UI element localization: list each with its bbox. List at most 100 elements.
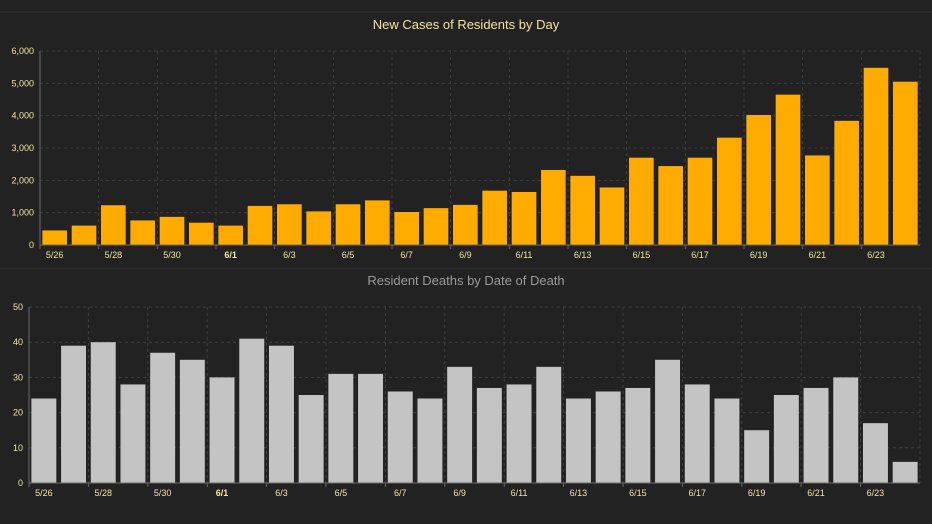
x-tick-label: 6/17 (688, 488, 706, 498)
y-tick-label: 5,000 (11, 78, 34, 88)
x-tick-label: 6/13 (570, 488, 588, 498)
bar-6-7 (387, 391, 413, 483)
bar-6-1 (209, 377, 235, 483)
bar-6-17 (684, 384, 710, 483)
x-tick-label: 6/21 (807, 488, 825, 498)
bar-5-26 (42, 230, 67, 245)
bar-6-24 (892, 461, 918, 483)
x-tick-label: 6/21 (809, 250, 827, 260)
bar-6-23 (863, 67, 889, 246)
x-tick-label: 6/5 (342, 250, 355, 260)
bar-6-15 (625, 387, 651, 483)
bar-6-9 (453, 204, 478, 245)
bar-6-11 (511, 191, 537, 245)
x-tick-label: 6/19 (750, 250, 768, 260)
x-tick-label: 6/5 (335, 488, 348, 498)
x-tick-label: 6/3 (283, 250, 296, 260)
bar-6-14 (599, 187, 625, 245)
y-tick-label: 3,000 (11, 143, 34, 153)
bar-5-28 (90, 342, 116, 483)
y-tick-label: 40 (13, 337, 23, 347)
new-cases-chart: New Cases of Residents by Day 0 1,000 2,00… (0, 11, 932, 260)
x-tick-label: 6/17 (691, 250, 709, 260)
bar-6-8 (423, 208, 449, 245)
x-tick-label: 6/15 (633, 250, 651, 260)
y-tick-label: 6,000 (11, 46, 34, 56)
bar-6-10 (476, 387, 502, 483)
bar-6-16 (658, 166, 683, 245)
bar-6-20 (775, 94, 801, 246)
bar-5-29 (130, 220, 155, 245)
x-tick-label: 5/28 (94, 488, 112, 498)
bar-6-23 (862, 423, 888, 483)
bar-5-31 (189, 222, 214, 245)
bar-6-19 (746, 115, 771, 246)
x-tick-label: 6/1 (224, 250, 237, 260)
x-tick-label: 5/26 (46, 250, 64, 260)
bar-5-27 (61, 345, 87, 483)
x-tick-label: 6/9 (459, 250, 472, 260)
bar-6-19 (744, 430, 770, 483)
bar-5-30 (159, 216, 185, 245)
bar-6-18 (717, 137, 742, 245)
x-tick-label: 6/15 (629, 488, 647, 498)
bar-6-4 (298, 395, 324, 483)
bar-6-4 (306, 211, 331, 245)
y-tick-label: 0 (18, 478, 23, 488)
bar-6-21 (803, 387, 829, 483)
y-tick-label: 2,000 (11, 175, 34, 185)
x-tick-label: 5/26 (35, 488, 53, 498)
x-tick-label: 6/11 (516, 250, 533, 260)
bar-6-5 (328, 373, 354, 483)
bar-6-21 (805, 155, 830, 245)
y-tick-label: 1,000 (11, 208, 34, 218)
y-tick-label: 4,000 (11, 111, 34, 121)
x-tick-label: 6/1 (216, 488, 229, 498)
y-tick-label: 30 (13, 372, 23, 382)
bar-6-6 (358, 373, 384, 483)
x-tick-label: 6/3 (275, 488, 288, 498)
bar-6-9 (447, 366, 473, 483)
x-tick-label: 5/28 (105, 250, 123, 260)
bar-6-13 (570, 175, 595, 245)
bar-6-16 (655, 359, 681, 483)
bar-6-6 (365, 200, 390, 245)
y-tick-label: 0 (29, 240, 34, 250)
bar-6-12 (541, 169, 566, 245)
bar-6-24 (893, 81, 918, 245)
resident-deaths-chart: Resident Deaths by Date of Death 0 10 20 30… (0, 268, 932, 498)
x-tick-label: 6/11 (511, 488, 528, 498)
x-tick-label: 6/13 (574, 250, 592, 260)
bar-6-20 (773, 395, 799, 483)
x-tick-label: 5/30 (163, 250, 181, 260)
y-tick-label: 20 (13, 408, 23, 418)
bar-5-26 (31, 398, 57, 483)
bar-6-15 (629, 157, 654, 245)
x-tick-label: 6/9 (453, 488, 466, 498)
bar-6-13 (565, 398, 591, 483)
x-tick-label: 6/7 (400, 250, 413, 260)
x-tick-label: 6/7 (394, 488, 407, 498)
bar-6-2 (247, 205, 273, 245)
bar-5-29 (120, 384, 146, 483)
bar-6-3 (268, 345, 294, 483)
bar-5-30 (150, 352, 176, 483)
bar-6-1 (218, 225, 243, 245)
bar-6-10 (482, 190, 507, 245)
bar-6-18 (714, 398, 740, 483)
bar-6-3 (277, 204, 302, 245)
bar-5-31 (179, 359, 205, 483)
bar-6-2 (239, 338, 265, 483)
chart-title: Resident Deaths by Date of Death (367, 273, 564, 288)
y-tick-label: 10 (13, 443, 23, 453)
bar-6-22 (833, 377, 859, 483)
bar-6-17 (687, 157, 713, 245)
y-tick-label: 50 (13, 302, 23, 312)
bar-6-8 (417, 398, 443, 483)
bar-6-12 (536, 366, 562, 483)
x-tick-label: 6/23 (867, 250, 885, 260)
x-tick-label: 6/19 (748, 488, 766, 498)
bar-5-27 (71, 225, 97, 245)
x-tick-label: 6/23 (867, 488, 885, 498)
